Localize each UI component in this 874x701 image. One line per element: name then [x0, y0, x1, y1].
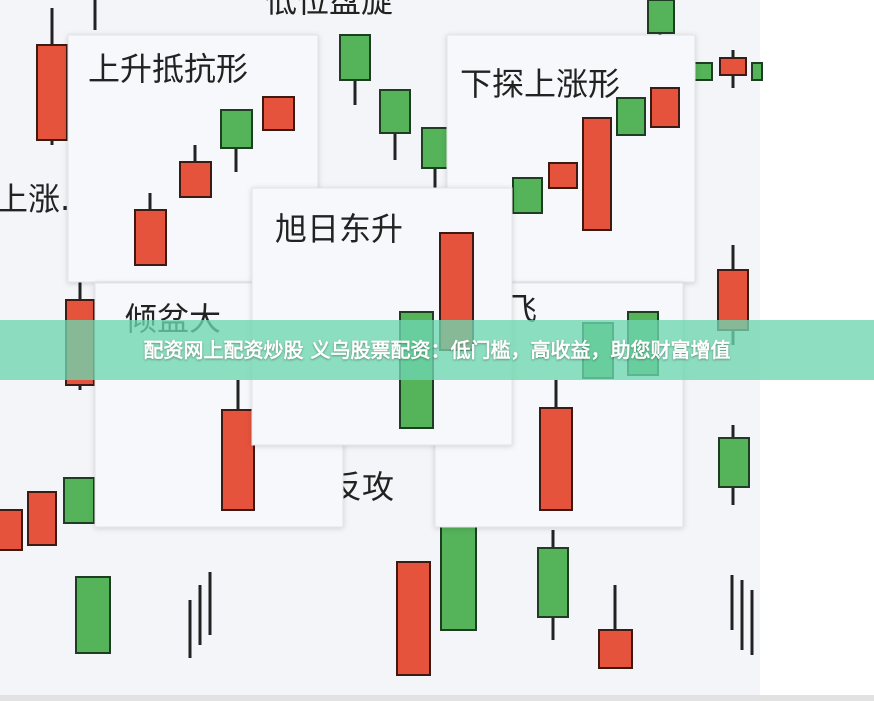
background-label: 低位盘旋 — [265, 0, 393, 20]
background-candles: 低位盘旋 上涨. 反攻 — [0, 0, 763, 676]
card-title: 旭日东升 — [275, 210, 403, 248]
card: 旭日东升 — [251, 187, 513, 446]
card: 下探上涨形 — [446, 34, 696, 283]
card-title: 上升抵抗形 — [88, 50, 248, 88]
background-label: 上涨. — [0, 180, 70, 218]
bottom-bar — [0, 695, 874, 701]
card-title: 下探上涨形 — [460, 65, 620, 103]
banner: 配资网上配资炒股 义乌股票配资：低门槛，高收益，助您财富增值 — [0, 320, 874, 380]
